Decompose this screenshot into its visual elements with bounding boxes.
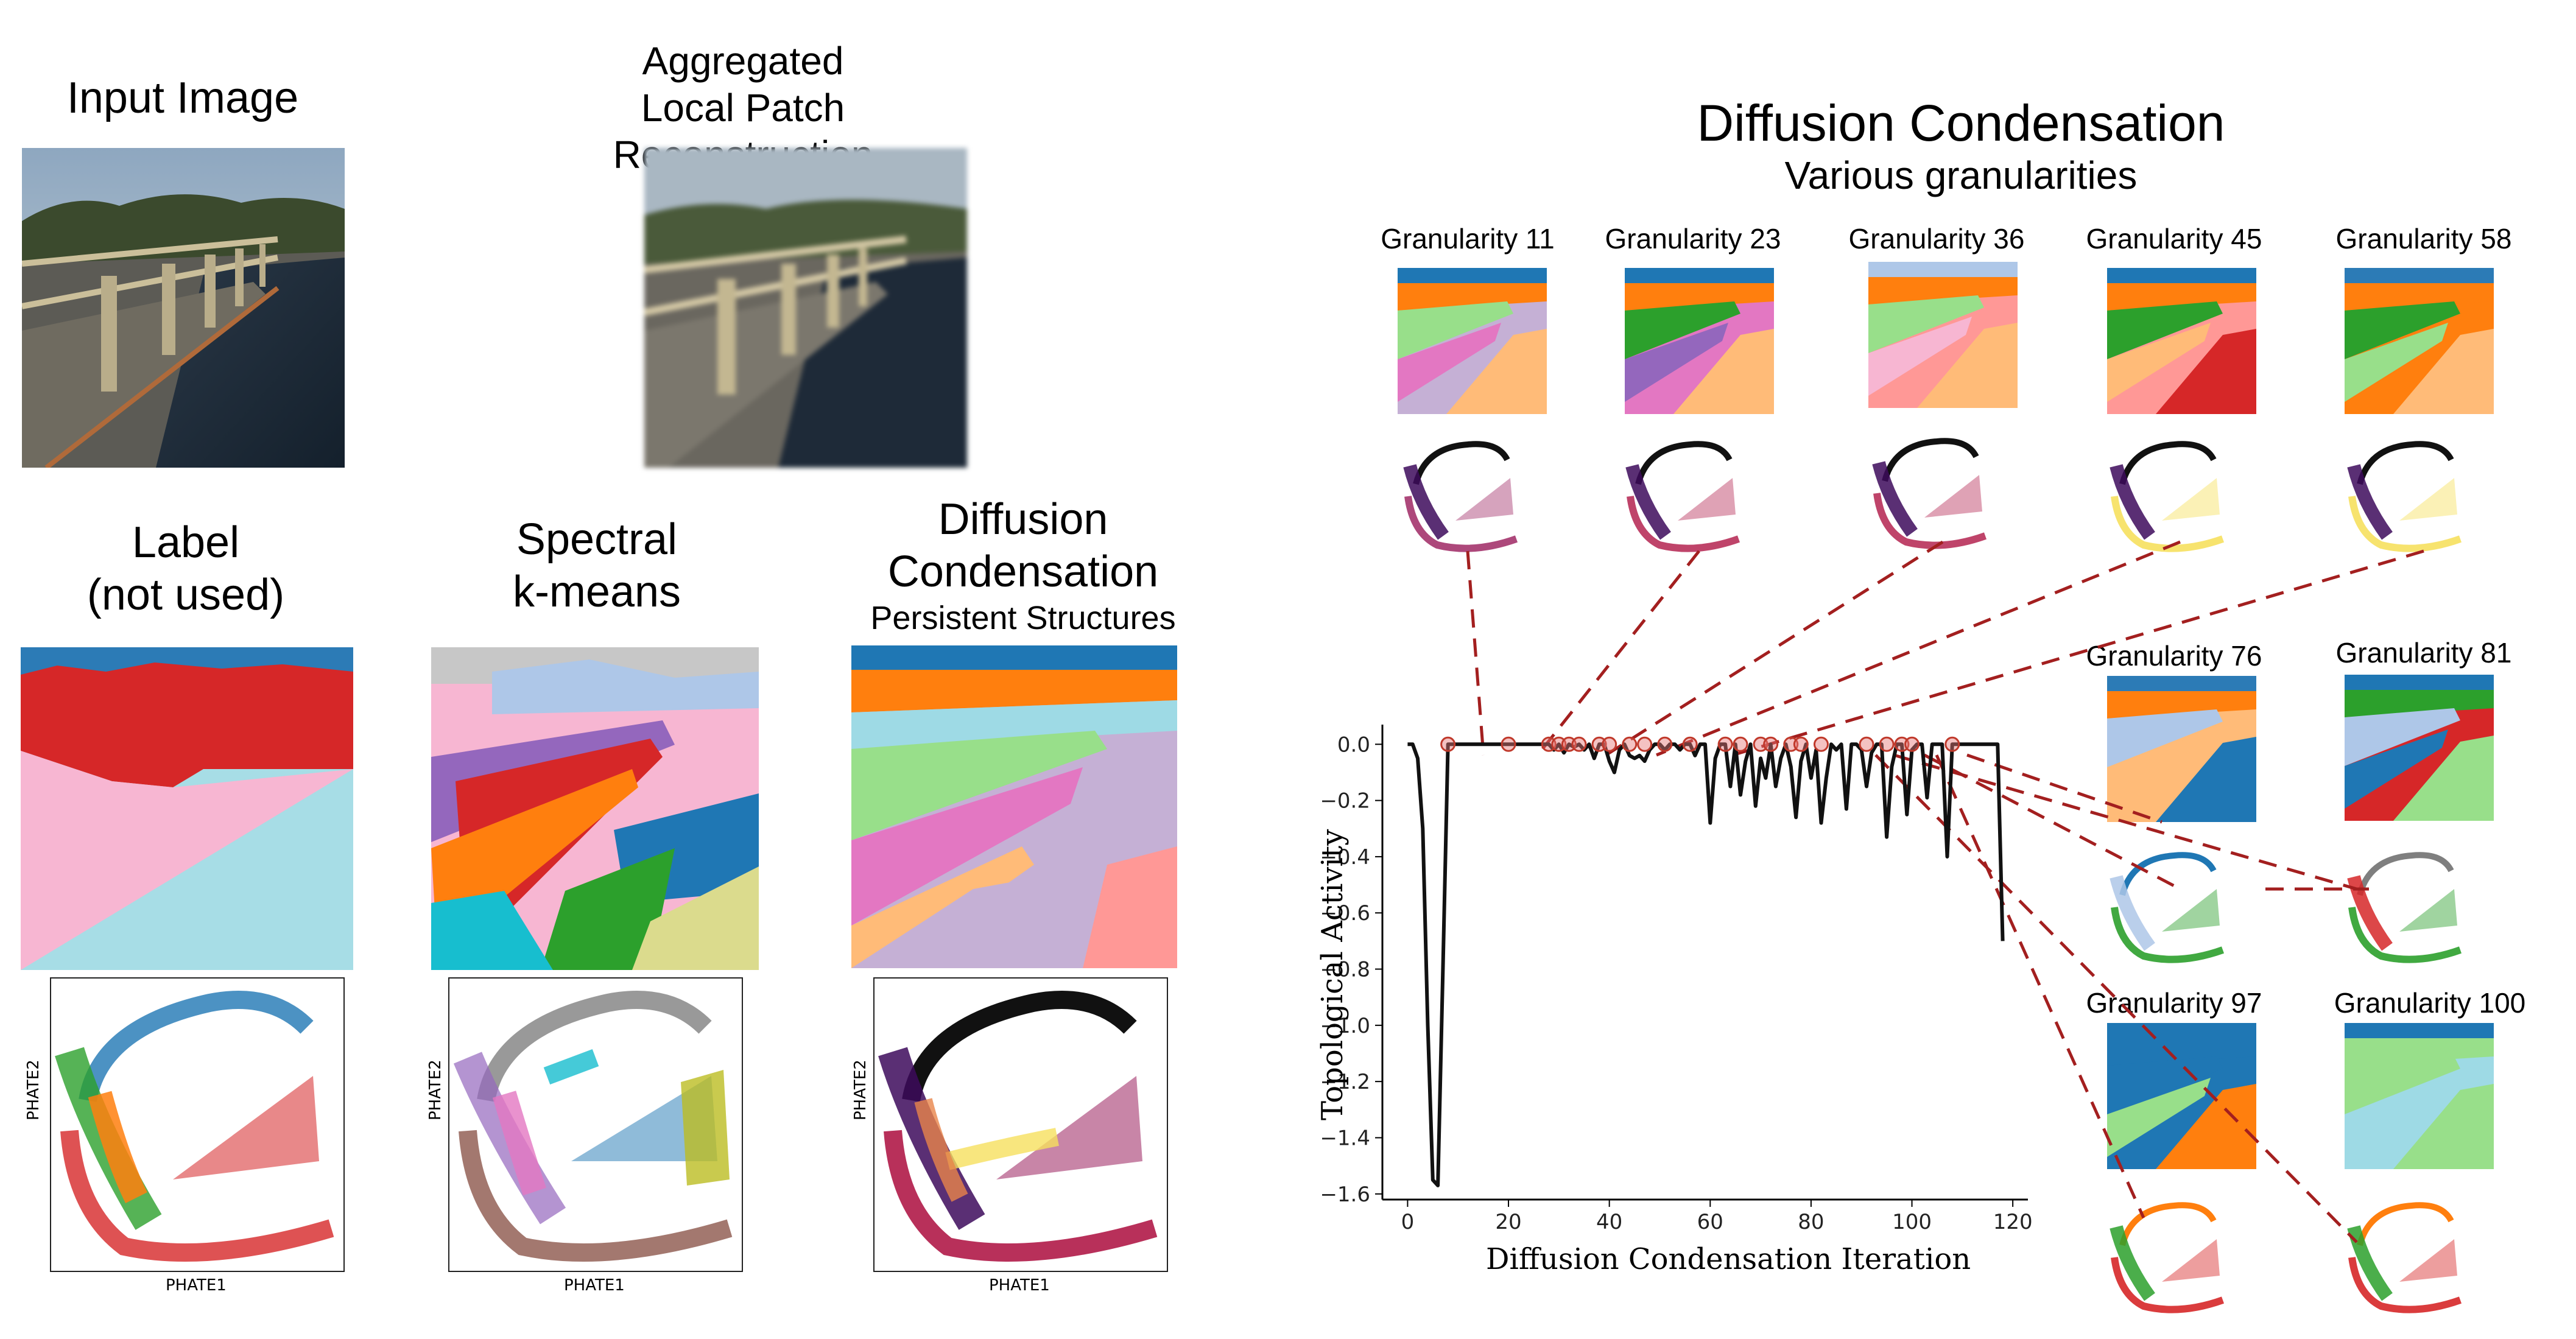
selected-granularity-marker bbox=[1904, 736, 1920, 752]
phate-plot-spectral bbox=[448, 977, 743, 1272]
dc-subtitle: Various granularities bbox=[1784, 153, 2138, 197]
selected-granularity-marker bbox=[1813, 736, 1829, 752]
selected-granularity-marker bbox=[1717, 736, 1733, 752]
x-tick-label: 60 bbox=[1697, 1210, 1723, 1234]
granularity-label: Granularity 23 bbox=[1605, 223, 1781, 255]
phate-xlabel: PHATE1 bbox=[989, 1276, 1050, 1295]
selected-granularity-marker bbox=[1763, 736, 1779, 752]
granularity-phate-plot bbox=[2110, 441, 2225, 552]
spectral-title: Spectral k-means bbox=[512, 515, 681, 617]
reconstruction-image bbox=[644, 148, 967, 468]
selected-granularity-marker bbox=[1501, 736, 1516, 752]
phate-plot-label bbox=[50, 977, 345, 1272]
granularity-segmentation bbox=[2345, 675, 2494, 821]
dc-persistent-segmentation bbox=[851, 645, 1177, 968]
granularity-label: Granularity 97 bbox=[2086, 987, 2262, 1019]
granularity-label: Granularity 11 bbox=[1381, 223, 1555, 255]
granularity-label: Granularity 58 bbox=[2335, 223, 2512, 255]
granularity-phate-plot bbox=[2110, 852, 2225, 963]
y-tick-label: −1.6 bbox=[1320, 1183, 1370, 1207]
granularity-phate-plot bbox=[1625, 441, 1740, 552]
granularity-phate-plot bbox=[1403, 441, 1518, 552]
y-tick-label: −1.0 bbox=[1320, 1014, 1370, 1038]
dc-main-title: Diffusion Condensation bbox=[1697, 94, 2225, 152]
y-tick-label: −1.4 bbox=[1320, 1126, 1370, 1150]
granularity-segmentation bbox=[2345, 1023, 2494, 1169]
selected-granularity-marker bbox=[1733, 736, 1748, 752]
granularity-phate-plot bbox=[2347, 852, 2462, 963]
label-segmentation bbox=[21, 647, 353, 970]
phate-plot-dc bbox=[873, 977, 1168, 1272]
x-tick-label: 20 bbox=[1495, 1210, 1521, 1234]
input-image-title: Input Image bbox=[66, 74, 299, 122]
phate-xlabel: PHATE1 bbox=[564, 1276, 625, 1295]
selected-granularity-marker bbox=[1879, 736, 1895, 752]
granularity-phate-plot bbox=[2347, 1202, 2462, 1313]
activity-line bbox=[1407, 742, 2005, 1187]
topological-activity-chart: 0 20 40 60 80 100 120 0.0 −0.2 −0.4 −0.6 −0.8 −1.0 −1… bbox=[1320, 725, 2033, 1234]
label-title: Label (not used) bbox=[86, 518, 285, 620]
granularity-label: Granularity 81 bbox=[2335, 637, 2512, 669]
granularity-label: Granularity 76 bbox=[2086, 640, 2262, 672]
selected-granularity-marker bbox=[1793, 736, 1809, 752]
granularity-phate-plot bbox=[1872, 438, 1987, 549]
granularity-segmentation bbox=[2107, 268, 2256, 414]
selected-granularity-marker bbox=[1657, 736, 1673, 752]
y-tick-label: −0.8 bbox=[1320, 958, 1370, 982]
selected-granularity-marker bbox=[1944, 736, 1960, 752]
x-tick-label: 100 bbox=[1892, 1210, 1932, 1234]
x-tick-label: 40 bbox=[1596, 1210, 1622, 1234]
y-tick-label: −0.2 bbox=[1320, 789, 1370, 814]
chart-ylabel: Topological Activity bbox=[1315, 829, 1350, 1120]
selected-granularity-marker bbox=[1602, 736, 1617, 752]
selected-granularity-marker bbox=[1440, 736, 1456, 752]
granularity-segmentation bbox=[2107, 676, 2256, 822]
selected-granularity-marker bbox=[1682, 736, 1698, 752]
x-tick-label: 120 bbox=[1993, 1210, 2033, 1234]
granularity-segmentation bbox=[2107, 1023, 2256, 1169]
granularity-label: Granularity 36 bbox=[1848, 223, 2025, 255]
x-tick-label: 0 bbox=[1401, 1210, 1415, 1234]
granularity-segmentation bbox=[1868, 262, 2018, 408]
selected-granularity-marker bbox=[1571, 736, 1587, 752]
selected-granularity-marker bbox=[1859, 736, 1874, 752]
granularity-segmentation bbox=[2345, 268, 2494, 414]
granularity-phate-plot bbox=[2347, 441, 2462, 552]
selected-granularity-marker bbox=[1637, 736, 1653, 752]
y-tick-label: −0.6 bbox=[1320, 901, 1370, 926]
selected-granularity-marker bbox=[1622, 736, 1638, 752]
y-tick-label: −0.4 bbox=[1320, 845, 1370, 870]
y-tick-label: −1.2 bbox=[1320, 1070, 1370, 1094]
granularity-label: Granularity 100 bbox=[2334, 987, 2526, 1019]
spectral-kmeans-segmentation bbox=[431, 647, 759, 970]
x-tick-label: 80 bbox=[1798, 1210, 1824, 1234]
granularity-segmentation bbox=[1625, 268, 1774, 414]
chart-xlabel: Diffusion Condensation Iteration bbox=[1486, 1242, 1971, 1276]
phate-xlabel: PHATE1 bbox=[166, 1276, 227, 1295]
y-tick-label: 0.0 bbox=[1337, 733, 1370, 757]
granularity-phate-plot bbox=[2110, 1202, 2225, 1313]
input-image bbox=[22, 148, 345, 468]
granularity-segmentation bbox=[1398, 268, 1547, 414]
granularity-label: Granularity 45 bbox=[2086, 223, 2262, 255]
dc-persistent-title: Diffusion Condensation Persistent Struct… bbox=[870, 495, 1176, 636]
